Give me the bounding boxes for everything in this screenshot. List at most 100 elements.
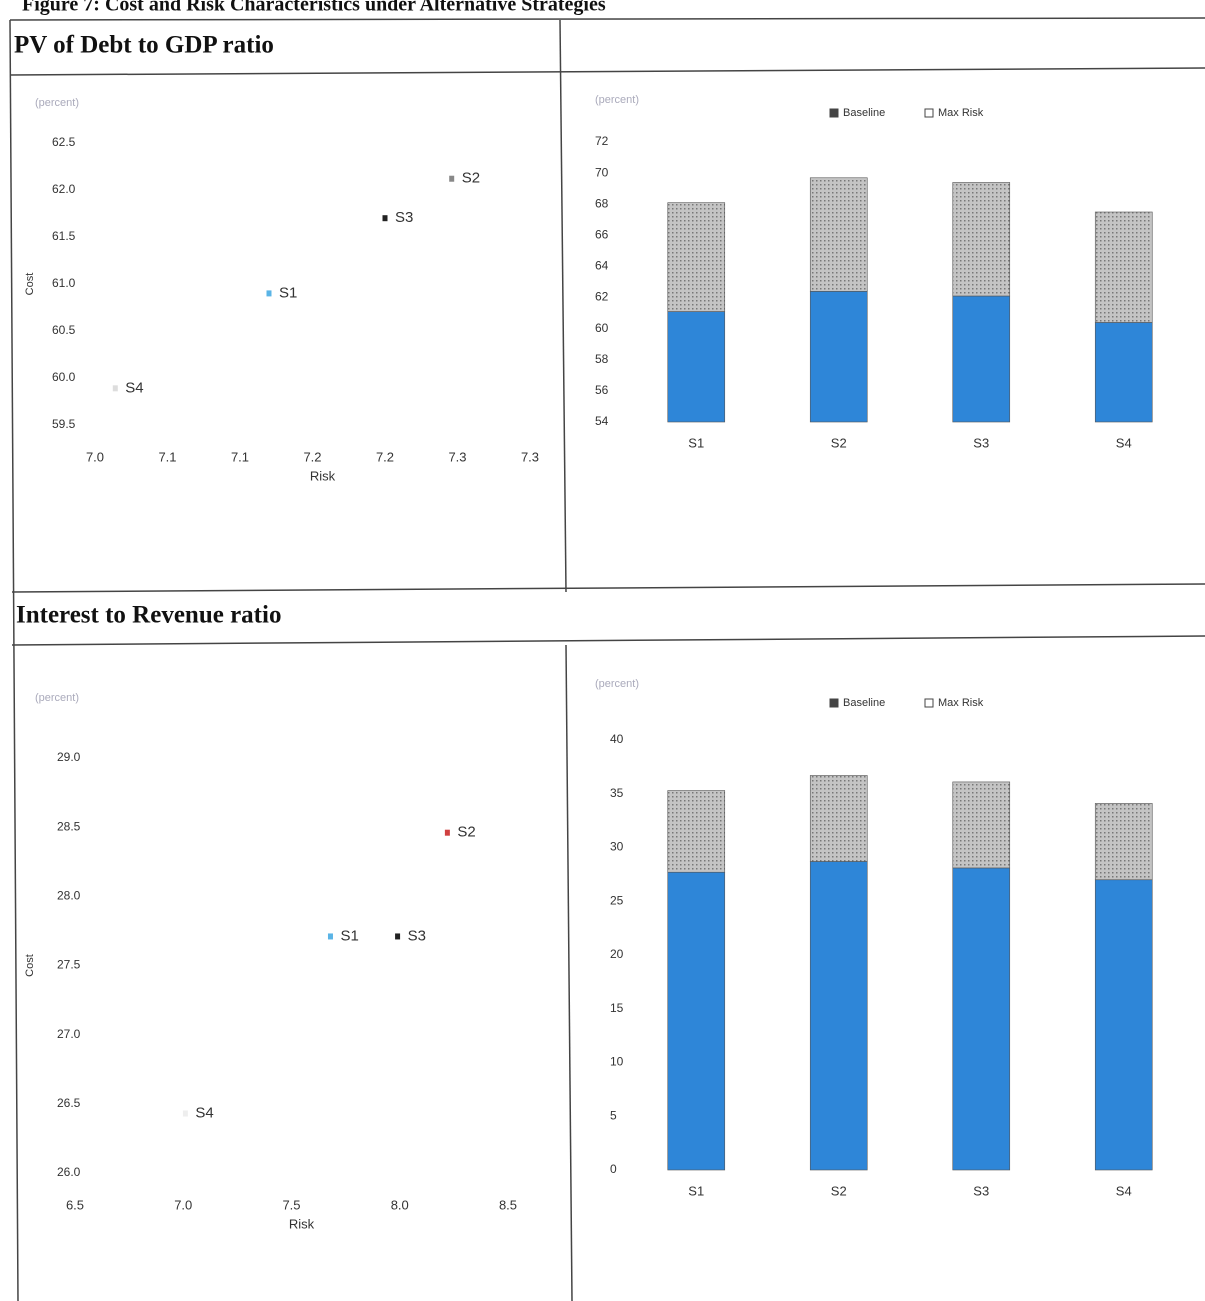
y-tick-label: 27.0 [57, 1027, 81, 1041]
y-axis-title: Cost [24, 954, 36, 977]
x-axis-title: Risk [310, 468, 336, 483]
point [327, 933, 333, 940]
y-axis-title: Cost [24, 273, 36, 296]
frame-line [9, 17, 1205, 21]
legend-swatch [829, 698, 839, 708]
y-tick-label: 28.0 [57, 889, 81, 903]
y-tick-label: 15 [610, 1001, 624, 1015]
frame-line [11, 635, 1205, 646]
x-axis-title: Risk [289, 1216, 315, 1231]
x-tick-label: S4 [1116, 435, 1132, 450]
x-tick-label: 8.5 [499, 1197, 517, 1212]
x-tick-label: 7.1 [158, 449, 176, 464]
unit-label: (percent) [35, 692, 79, 704]
point-label: S3 [395, 209, 413, 226]
y-tick-label: 62.5 [52, 135, 76, 149]
x-tick-label: S1 [688, 1183, 704, 1198]
legend-swatch [829, 108, 839, 118]
point-label: S3 [408, 927, 426, 944]
y-tick-label: 62 [595, 290, 609, 304]
x-tick-label: 7.0 [174, 1197, 192, 1212]
bar-segment [952, 295, 1011, 423]
x-tick-label: S3 [973, 1183, 989, 1198]
y-tick-label: 60.0 [52, 370, 76, 384]
point-label: S1 [279, 284, 297, 301]
point-label: S4 [195, 1104, 213, 1121]
x-tick-label: 7.3 [521, 449, 539, 464]
y-tick-label: 10 [610, 1055, 624, 1069]
legend-label: Baseline [843, 697, 885, 709]
y-tick-label: 25 [610, 893, 624, 907]
x-tick-label: S2 [831, 435, 847, 450]
bar-segment [809, 177, 868, 292]
y-tick-label: 66 [595, 228, 609, 242]
bar-segment [667, 790, 726, 873]
bar-segment [667, 202, 726, 312]
frame-line [9, 19, 19, 1301]
x-tick-label: 7.2 [376, 449, 394, 464]
x-tick-label: 7.0 [86, 449, 104, 464]
x-tick-label: S2 [831, 1183, 847, 1198]
bar-segment [667, 311, 726, 423]
y-tick-label: 60.5 [52, 323, 76, 337]
bar-segment [809, 861, 868, 1171]
bar-segment [1094, 211, 1153, 323]
frame-line [9, 67, 1205, 76]
legend-label: Baseline [843, 107, 885, 119]
frame-line [565, 644, 573, 1301]
legend-label: Max Risk [938, 107, 984, 119]
y-tick-label: 56 [595, 383, 609, 397]
point [449, 175, 455, 182]
bar-segment [667, 871, 726, 1171]
x-tick-label: 8.0 [391, 1197, 409, 1212]
bar-segment [809, 291, 868, 423]
legend-swatch [924, 698, 934, 708]
y-tick-label: 26.0 [57, 1165, 81, 1179]
x-tick-label: S1 [688, 435, 704, 450]
bar-segment [1094, 879, 1153, 1171]
y-tick-label: 64 [595, 259, 609, 273]
x-tick-label: S3 [973, 435, 989, 450]
bar-segment [952, 182, 1011, 297]
point [382, 215, 388, 222]
point-label: S1 [340, 927, 358, 944]
y-tick-label: 29.0 [57, 750, 81, 764]
y-tick-label: 5 [610, 1108, 617, 1122]
unit-label: (percent) [595, 94, 639, 106]
y-tick-label: 61.0 [52, 276, 76, 290]
y-tick-label: 58 [595, 352, 609, 366]
section-heading: PV of Debt to GDP ratio [14, 32, 274, 59]
y-tick-label: 26.5 [57, 1096, 81, 1110]
y-tick-label: 68 [595, 196, 609, 210]
y-tick-label: 27.5 [57, 958, 81, 972]
point [182, 1110, 188, 1117]
y-tick-label: 60 [595, 321, 609, 335]
y-tick-label: 30 [610, 840, 624, 854]
y-tick-label: 61.5 [52, 229, 76, 243]
frame-line [559, 19, 567, 593]
y-tick-label: 54 [595, 414, 609, 428]
bar-segment [809, 775, 868, 862]
x-tick-label: 6.5 [66, 1197, 84, 1212]
unit-label: (percent) [35, 97, 79, 109]
y-tick-label: 0 [610, 1162, 617, 1176]
point-label: S2 [457, 824, 475, 841]
frame-line [11, 583, 1205, 593]
point [112, 385, 118, 392]
legend-label: Max Risk [938, 697, 984, 709]
y-tick-label: 70 [595, 165, 609, 179]
y-tick-label: 28.5 [57, 819, 81, 833]
x-tick-label: S4 [1116, 1183, 1132, 1198]
x-tick-label: 7.2 [303, 449, 321, 464]
legend-swatch [924, 108, 934, 118]
point [266, 290, 272, 297]
point-label: S4 [125, 379, 143, 396]
point-label: S2 [462, 170, 480, 187]
bar-segment [952, 867, 1011, 1171]
bar-segment [1094, 803, 1153, 881]
figure-title: Figure 7: Cost and Risk Characteristics … [22, 0, 606, 16]
point [395, 933, 401, 940]
bar-segment [952, 781, 1011, 869]
x-tick-label: 7.5 [282, 1197, 300, 1212]
y-tick-label: 20 [610, 947, 624, 961]
